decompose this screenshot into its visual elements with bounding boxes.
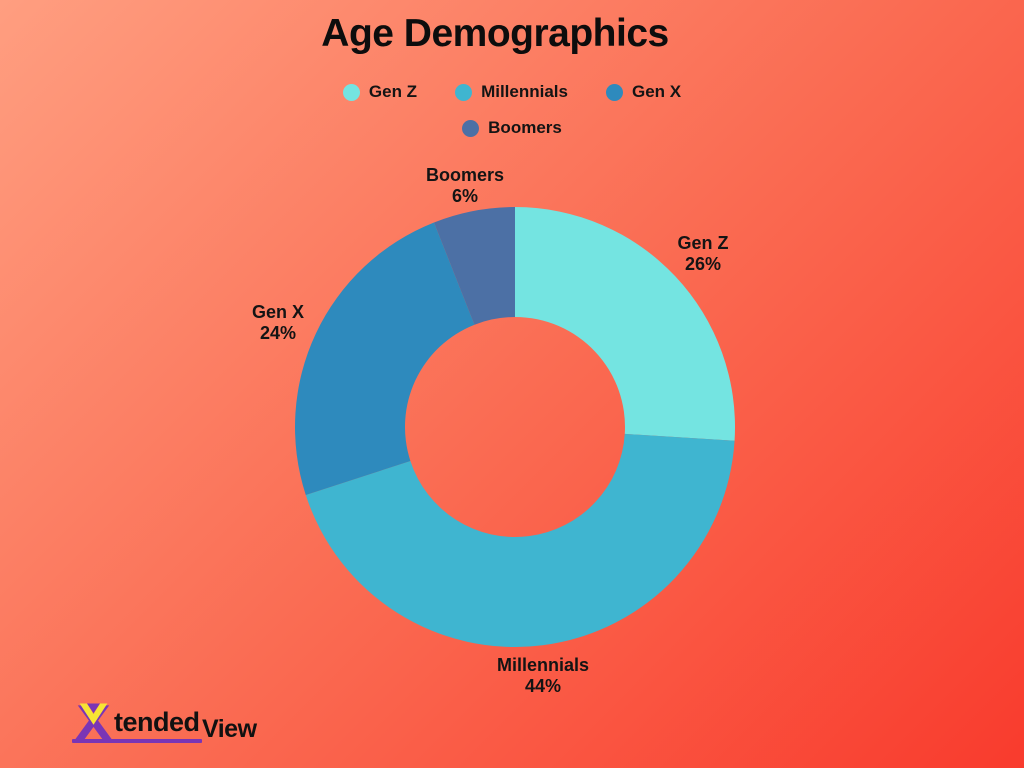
donut-slice-gen-x	[295, 222, 475, 495]
donut-slice-boomers	[434, 207, 515, 325]
slice-label-name: Gen X	[251, 302, 305, 322]
slice-label-percent: 26%	[684, 254, 722, 274]
legend-dot-millennials	[455, 83, 473, 101]
legend-item-gen-x: Gen X	[605, 82, 682, 102]
donut-chart	[295, 207, 735, 647]
legend-item-millennials: Millennials	[455, 82, 568, 102]
legend-label: Millennials	[481, 82, 568, 101]
legend-label: Gen Z	[368, 82, 418, 101]
slice-label-name: Gen Z	[677, 233, 729, 253]
logo-x-icon	[75, 703, 112, 740]
slice-label-gen-z: Gen Z 26%	[677, 233, 728, 275]
legend-label: Boomers	[488, 118, 562, 137]
chart-title: Age Demographics	[321, 12, 669, 55]
slice-label-name: Boomers	[425, 165, 505, 185]
xtendedview-logo: tended View	[72, 700, 282, 752]
legend-dot-boomers	[462, 119, 480, 137]
donut-slice-millennials	[305, 433, 735, 647]
slice-label-percent: 24%	[259, 323, 297, 343]
slice-label-gen-x: Gen X 24%	[252, 302, 304, 344]
logo-text-tended: tended	[114, 707, 200, 737]
slice-label-percent: 6%	[451, 186, 478, 206]
chart-legend: Gen Z Millennials Gen X Boomers	[312, 82, 712, 138]
legend-label: Gen X	[631, 82, 682, 101]
logo-underline	[72, 739, 202, 743]
donut-slice-gen-z	[515, 207, 735, 441]
slice-label-name: Millennials	[496, 655, 590, 675]
slice-label-millennials: Millennials 44%	[497, 655, 589, 697]
legend-item-boomers: Boomers	[462, 118, 562, 138]
legend-dot-gen-x	[605, 83, 623, 101]
logo-text-view: View	[202, 715, 257, 743]
legend-dot-gen-z	[342, 83, 360, 101]
slice-label-boomers: Boomers 6%	[426, 165, 504, 207]
slice-label-percent: 44%	[524, 676, 562, 696]
legend-item-gen-z: Gen Z	[342, 82, 418, 102]
